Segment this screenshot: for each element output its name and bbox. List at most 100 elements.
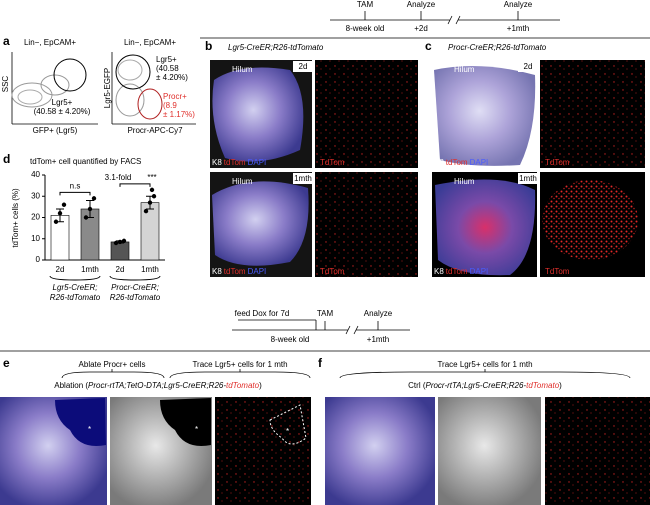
plot-title: Lin−, EpCAM+ xyxy=(124,38,176,47)
panel-title: Lgr5-CreER;R26-tdTomato xyxy=(228,43,324,52)
data-point xyxy=(117,239,123,245)
stain: tdTom xyxy=(446,158,468,167)
annotation: 3.1-fold xyxy=(105,173,132,182)
stain: tdTom xyxy=(224,267,246,276)
stain-label: TdTom xyxy=(545,267,570,276)
data-point xyxy=(121,238,127,244)
timeline-top: TAM Analyze Analyze 8-week old +2d +1mth xyxy=(200,0,650,39)
gate-label: Lgr5+ xyxy=(52,98,73,107)
time: +1mth xyxy=(507,24,529,33)
x-tick-label: 2d xyxy=(116,265,125,274)
genotype: Ctrl (Procr-rtTA;Lgr5-CreER;R26-tdTomato… xyxy=(408,381,562,390)
time: +2d xyxy=(414,24,428,33)
panel-c: c Procr-CreER;R26-tdTomato xyxy=(425,39,645,277)
axis-label: SSC xyxy=(1,76,10,93)
data-point xyxy=(91,196,97,201)
panel-b: b Lgr5-CreER;R26-tdTomato xyxy=(205,39,418,277)
axis-label: Procr-APC-Cy7 xyxy=(127,126,183,135)
x-tick-label: 2d xyxy=(56,265,65,274)
group-label: R26-tdTomato xyxy=(50,293,101,302)
axis-label: Lgr5-EGFP xyxy=(103,68,112,108)
data-point xyxy=(87,206,93,212)
group-label: Lgr5-CreER; xyxy=(53,283,98,292)
x-tick-label: 1mth xyxy=(141,265,159,274)
time: +1mth xyxy=(367,335,389,344)
header: Trace Lgr5+ cells for 1 mth xyxy=(437,360,532,369)
bar xyxy=(110,241,130,261)
event: feed Dox for 7d xyxy=(235,309,290,318)
bar-chart: d tdTom+ cell quantified by FACS tdTom+ … xyxy=(3,152,165,302)
data-point xyxy=(151,194,157,199)
event: Analyze xyxy=(407,0,436,9)
time-label: 2d xyxy=(524,62,533,71)
gate-label: ± 4.20%) xyxy=(156,73,188,82)
data-point xyxy=(149,187,155,193)
data-point xyxy=(61,202,67,207)
gate-label: Procr+ xyxy=(163,92,187,101)
data-point xyxy=(53,219,59,224)
data-point xyxy=(57,211,63,216)
group-label: Procr-CreER; xyxy=(111,283,159,292)
time-box xyxy=(518,61,538,72)
genotype: Ablation (Procr-rtTA;TetO-DTA;Lgr5-CreER… xyxy=(54,381,262,390)
panel-f: f Trace Lgr5+ cells for 1 mth Ctrl (Proc… xyxy=(318,356,650,505)
stain: K8 xyxy=(434,158,444,167)
region-label: Hilum xyxy=(232,177,253,186)
region-label: Hilum xyxy=(454,177,475,186)
panel-label: c xyxy=(425,39,432,53)
stain-label: TdTom xyxy=(320,158,345,167)
axis-label: GFP+ (Lgr5) xyxy=(33,126,78,135)
ablated-mark: * xyxy=(286,427,289,436)
gate-label: (40.58 ± 4.20%) xyxy=(34,107,91,116)
panel-title: Procr-CreER;R26-tdTomato xyxy=(448,43,547,52)
stain: DAPI xyxy=(248,267,267,276)
panel-label: a xyxy=(3,34,10,48)
y-tick-label: 10 xyxy=(31,234,40,243)
bracket xyxy=(59,191,91,196)
stain: K8 xyxy=(212,158,222,167)
gate-label: Lgr5+ xyxy=(156,55,177,64)
stain-label: TdTom xyxy=(320,267,345,276)
y-tick-label: 0 xyxy=(36,255,41,264)
event: TAM xyxy=(317,309,334,318)
stain: tdTom xyxy=(224,158,246,167)
chart-title: tdTom+ cell quantified by FACS xyxy=(30,157,141,166)
annotation: *** xyxy=(147,173,156,182)
panel-label: f xyxy=(318,356,323,370)
x-tick-label: 1mth xyxy=(81,265,99,274)
gate-label: (40.58 xyxy=(156,64,179,73)
annotation: n.s xyxy=(70,181,81,190)
stain: tdTom xyxy=(446,267,468,276)
time-box xyxy=(293,173,313,184)
header: Ablate Procr+ cells xyxy=(79,360,146,369)
panel-e: e Ablate Procr+ cells Trace Lgr5+ cells … xyxy=(0,356,311,505)
panel-label: e xyxy=(3,356,10,370)
y-tick-label: 40 xyxy=(31,170,40,179)
timeline-mid: feed Dox for 7d TAM Analyze 8-week old +… xyxy=(0,309,650,352)
ablated-mark: * xyxy=(88,425,91,434)
data-point xyxy=(147,200,153,205)
panel-a: a Lin−, EpCAM+ SSC GFP+ (Lgr5) Lgr5+ (40… xyxy=(1,34,196,135)
stain: DAPI xyxy=(470,267,489,276)
time: 8-week old xyxy=(346,24,385,33)
stain-label: TdTom xyxy=(545,158,570,167)
time-box xyxy=(518,173,538,184)
stain: DAPI xyxy=(248,158,267,167)
panel-label: d xyxy=(3,152,10,166)
data-point xyxy=(113,240,119,246)
event: TAM xyxy=(357,0,374,9)
stain: K8 xyxy=(434,267,444,276)
time-label: 2d xyxy=(299,62,308,71)
panel-label: b xyxy=(205,39,212,53)
gate-label: ± 1.17%) xyxy=(163,110,195,119)
time-label: 1mth xyxy=(294,174,312,183)
bracket xyxy=(119,183,151,187)
y-axis-label: tdTom+ cells (%) xyxy=(11,188,20,248)
data-point xyxy=(143,208,149,214)
region-label: Hilum xyxy=(454,65,475,74)
group-brace xyxy=(49,275,101,281)
stain: K8 xyxy=(212,267,222,276)
gate-label: (8.9 xyxy=(163,101,177,110)
